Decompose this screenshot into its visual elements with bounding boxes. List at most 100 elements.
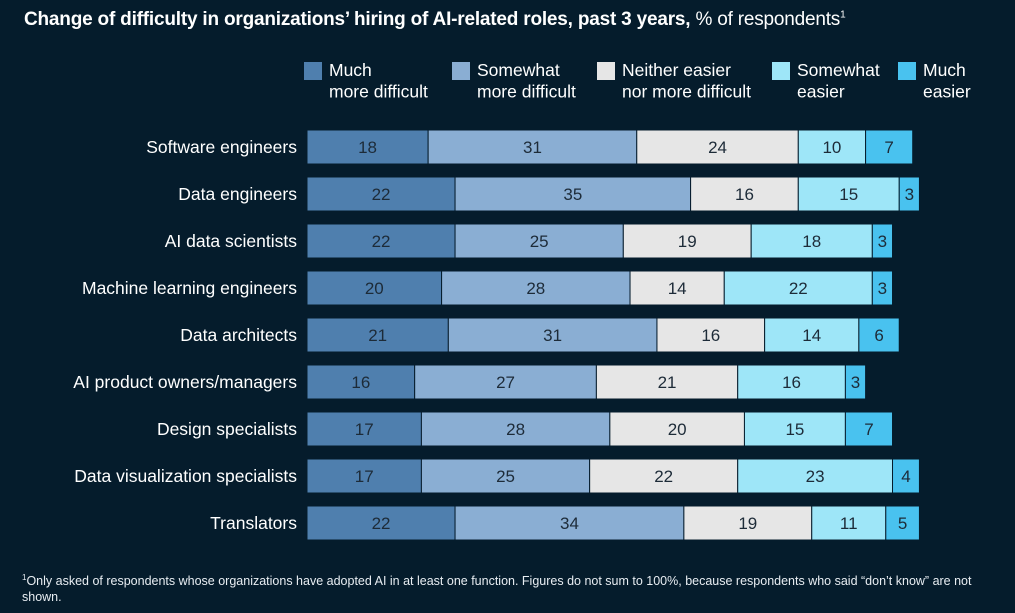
- bar-value-8-0: 22: [372, 514, 391, 533]
- bar-value-4-4: 6: [874, 326, 883, 345]
- legend-label-2-0: Neither easier: [622, 60, 731, 80]
- bar-value-1-1: 35: [563, 185, 582, 204]
- bar-value-6-0: 17: [355, 420, 374, 439]
- bar-value-4-2: 16: [701, 326, 720, 345]
- legend-label-4-0: Much: [923, 60, 966, 80]
- bar-segment-2-0: [306, 223, 456, 259]
- legend-label-0-0: Much: [329, 60, 372, 80]
- bar-segment-5-4: [844, 364, 867, 400]
- bar-value-6-1: 28: [506, 420, 525, 439]
- legend-swatch-2: [597, 62, 615, 80]
- bar-value-0-3: 10: [822, 138, 841, 157]
- bar-value-7-4: 4: [901, 467, 910, 486]
- category-label-5: AI product owners/managers: [73, 372, 297, 392]
- bar-value-8-4: 5: [898, 514, 907, 533]
- bar-value-7-3: 23: [806, 467, 825, 486]
- title-footnote-marker: 1: [840, 9, 846, 21]
- bar-segment-3-2: [629, 270, 725, 306]
- bar-value-3-1: 28: [526, 279, 545, 298]
- bar-segment-4-4: [858, 317, 900, 353]
- bar-segment-6-1: [420, 411, 611, 447]
- bar-segment-8-4: [885, 505, 920, 541]
- bar-segment-1-1: [454, 176, 692, 212]
- bar-segment-8-3: [811, 505, 887, 541]
- category-label-2: AI data scientists: [165, 231, 298, 251]
- footnote-text: Only asked of respondents whose organiza…: [22, 574, 972, 605]
- bar-segment-2-3: [750, 223, 873, 259]
- bar-segment-4-2: [656, 317, 766, 353]
- bar-segment-3-1: [441, 270, 631, 306]
- bar-segment-8-0: [306, 505, 456, 541]
- bar-segment-7-0: [306, 458, 422, 494]
- bar-value-2-0: 22: [372, 232, 391, 251]
- bar-value-0-0: 18: [358, 138, 377, 157]
- bar-segment-7-1: [420, 458, 591, 494]
- category-label-7: Data visualization specialists: [74, 466, 297, 486]
- bar-value-6-2: 20: [668, 420, 687, 439]
- bar-value-8-1: 34: [560, 514, 579, 533]
- bar-segment-3-3: [723, 270, 873, 306]
- bar-value-1-0: 22: [372, 185, 391, 204]
- bar-value-5-4: 3: [851, 373, 860, 392]
- bar-segment-1-3: [797, 176, 900, 212]
- bar-segment-6-4: [844, 411, 894, 447]
- bar-value-7-0: 17: [355, 467, 374, 486]
- chart-title: Change of difficulty in organizations’ h…: [24, 9, 846, 31]
- bar-value-3-0: 20: [365, 279, 384, 298]
- bar-value-4-3: 14: [802, 326, 821, 345]
- chart-title-main: Change of difficulty in organizations’ h…: [24, 9, 691, 30]
- bar-value-2-2: 19: [678, 232, 697, 251]
- legend-swatch-1: [452, 62, 470, 80]
- bar-segment-2-1: [454, 223, 624, 259]
- bar-segment-5-2: [595, 364, 739, 400]
- bar-value-1-2: 16: [735, 185, 754, 204]
- bar-value-5-3: 16: [782, 373, 801, 392]
- bar-value-3-2: 14: [668, 279, 687, 298]
- bar-value-5-2: 21: [658, 373, 677, 392]
- bar-segment-0-4: [865, 129, 914, 165]
- bar-segment-7-2: [589, 458, 739, 494]
- bar-value-4-1: 31: [543, 326, 562, 345]
- bar-segment-2-2: [622, 223, 752, 259]
- bar-value-2-3: 18: [802, 232, 821, 251]
- footnote-marker: 1: [22, 573, 27, 582]
- legend-label-1-0: Somewhat: [477, 60, 560, 80]
- bar-value-3-3: 22: [789, 279, 808, 298]
- bar-segment-2-4: [871, 223, 894, 259]
- bar-value-8-3: 11: [840, 514, 858, 533]
- bar-segment-4-0: [306, 317, 449, 353]
- bar-value-0-4: 7: [884, 138, 893, 157]
- bar-value-2-4: 3: [878, 232, 887, 251]
- bar-segment-8-1: [454, 505, 685, 541]
- bar-value-2-1: 25: [530, 232, 549, 251]
- bar-segment-0-2: [636, 129, 799, 165]
- bar-segment-1-2: [690, 176, 799, 212]
- legend-label-3-0: Somewhat: [797, 60, 880, 80]
- bar-value-0-1: 31: [523, 138, 542, 157]
- bar-value-6-3: 15: [785, 420, 804, 439]
- legend-label-2-1: nor more difficult: [622, 82, 751, 102]
- legend-label-4-1: easier: [923, 82, 971, 102]
- bar-segment-6-0: [306, 411, 422, 447]
- bar-segment-3-0: [306, 270, 443, 306]
- bar-value-6-4: 7: [864, 420, 873, 439]
- bar-value-0-2: 24: [708, 138, 727, 157]
- legend-swatch-4: [898, 62, 916, 80]
- legend-label-3-1: easier: [797, 82, 845, 102]
- bar-value-5-1: 27: [496, 373, 515, 392]
- bar-value-7-2: 22: [654, 467, 673, 486]
- bar-segment-8-2: [683, 505, 813, 541]
- chart-title-unit: % of respondents: [690, 9, 841, 30]
- bar-value-1-3: 15: [839, 185, 858, 204]
- bar-segment-3-4: [871, 270, 894, 306]
- bar-segment-5-1: [414, 364, 597, 400]
- bar-segment-5-0: [306, 364, 416, 400]
- category-label-0: Software engineers: [146, 137, 297, 157]
- bar-value-3-4: 3: [878, 279, 887, 298]
- category-label-8: Translators: [210, 513, 297, 533]
- legend-label-1-1: more difficult: [477, 82, 576, 102]
- legend-swatch-3: [772, 62, 790, 80]
- bar-value-5-0: 16: [351, 373, 370, 392]
- bar-segment-7-3: [737, 458, 894, 494]
